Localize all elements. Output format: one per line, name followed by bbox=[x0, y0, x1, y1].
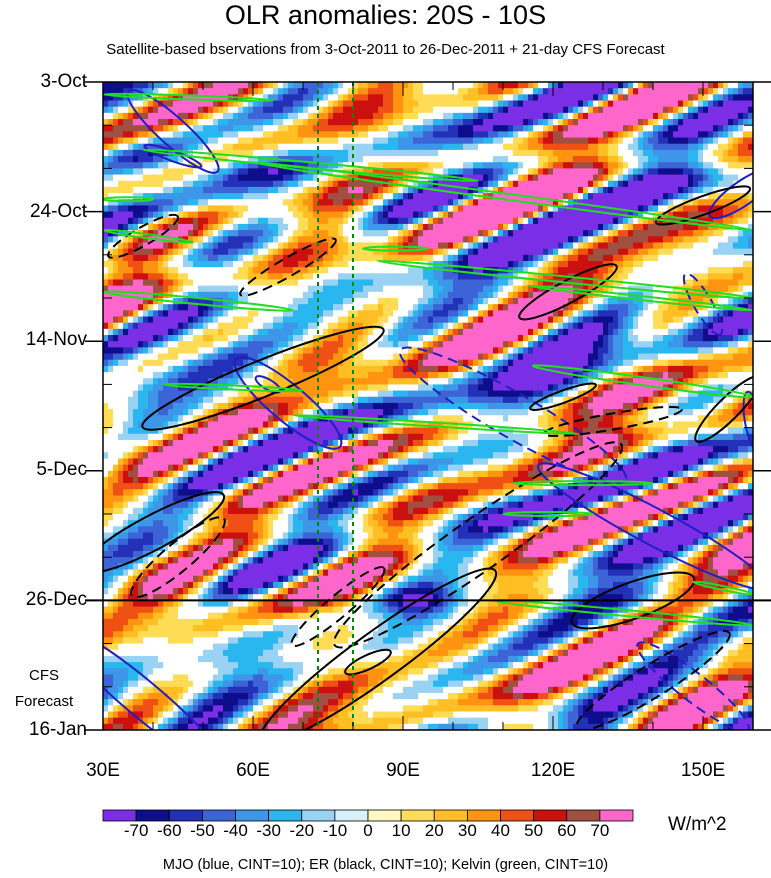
colorbar-swatch bbox=[334, 809, 369, 822]
colorbar-tick-label: 0 bbox=[363, 821, 373, 840]
y-tick-label: 26-Dec bbox=[25, 589, 87, 610]
colorbar-swatch bbox=[466, 809, 501, 822]
cfs-label: CFS bbox=[29, 667, 59, 684]
colorbar-swatch bbox=[367, 809, 402, 822]
er-contour-dashed bbox=[107, 213, 179, 259]
colorbar-swatch bbox=[301, 809, 336, 822]
x-tick-label: 150E bbox=[680, 760, 726, 781]
mjo-contour bbox=[742, 390, 753, 453]
colorbar bbox=[102, 809, 634, 822]
colorbar-swatch bbox=[500, 809, 535, 822]
kelvin-contour bbox=[291, 414, 580, 435]
y-tick-label: 14-Nov bbox=[25, 329, 87, 350]
er-contour-dashed bbox=[239, 237, 337, 297]
kelvin-contour bbox=[376, 259, 753, 300]
colorbar-tick-label: -40 bbox=[223, 821, 248, 840]
colorbar-swatch bbox=[135, 809, 170, 822]
colorbar-tick-label: 50 bbox=[524, 821, 544, 840]
colorbar-swatch bbox=[201, 809, 236, 822]
er-contour-dashed bbox=[332, 441, 624, 649]
mjo-contour-dashed bbox=[682, 272, 724, 336]
colorbar-tick-label: 30 bbox=[457, 821, 477, 840]
chart-subtitle: Satellite-based bservations from 3-Oct-2… bbox=[106, 41, 665, 58]
er-contour bbox=[694, 375, 753, 443]
mjo-contour bbox=[536, 462, 753, 591]
er-contour bbox=[141, 325, 385, 431]
kelvin-contour bbox=[103, 92, 275, 103]
colorbar-swatch bbox=[168, 809, 203, 822]
colorbar-tick-label: -30 bbox=[256, 821, 281, 840]
colorbar-swatch bbox=[102, 809, 137, 822]
x-tick-label: 120E bbox=[530, 760, 576, 781]
y-tick-label: 16-Jan bbox=[28, 719, 87, 740]
colorbar-tick-label: -70 bbox=[123, 821, 149, 840]
kelvin-contour bbox=[526, 284, 753, 312]
er-contour bbox=[529, 382, 597, 411]
colorbar-tick-label: -20 bbox=[289, 821, 315, 840]
colorbar-tick-label: -50 bbox=[190, 821, 215, 840]
kelvin-contour bbox=[512, 480, 654, 487]
colorbar-swatch bbox=[268, 809, 303, 822]
y-tick-label: 5-Dec bbox=[36, 459, 87, 480]
mjo-contour bbox=[103, 626, 230, 730]
er-contour bbox=[654, 185, 752, 226]
colorbar-swatch bbox=[400, 809, 435, 822]
x-tick-label: 30E bbox=[86, 760, 120, 781]
colorbar-tick-label: -10 bbox=[322, 821, 348, 840]
kelvin-contour bbox=[251, 161, 753, 232]
footer-caption: MJO (blue, CINT=10); ER (black, CINT=10)… bbox=[162, 857, 609, 873]
colorbar-tick-label: 70 bbox=[590, 821, 610, 840]
colorbar-swatch bbox=[433, 809, 468, 822]
colorbar-swatch bbox=[599, 809, 634, 822]
mjo-contour bbox=[126, 88, 220, 174]
y-tick-label: 3-Oct bbox=[40, 71, 87, 92]
chart-title: OLR anomalies: 20S - 10S bbox=[224, 0, 547, 30]
y-tick-label: 24-Oct bbox=[29, 201, 87, 222]
colorbar-tick-label: 60 bbox=[557, 821, 577, 840]
kelvin-contour bbox=[691, 580, 753, 596]
colorbar-tick-label: 20 bbox=[424, 821, 444, 840]
kelvin-contour bbox=[161, 382, 305, 393]
mjo-contour-dashed bbox=[398, 346, 628, 484]
x-tick-label: 60E bbox=[236, 760, 270, 781]
plot-axes bbox=[85, 81, 771, 731]
wave-contours bbox=[103, 82, 753, 730]
colorbar-tick-label: -60 bbox=[156, 821, 182, 840]
colorbar-tick-label: 40 bbox=[491, 821, 510, 840]
colorbar-swatch bbox=[533, 809, 568, 822]
er-contour bbox=[258, 567, 498, 730]
colorbar-swatch bbox=[235, 809, 270, 822]
er-contour-dashed bbox=[290, 566, 386, 648]
colorbar-swatch bbox=[566, 809, 601, 822]
er-contour bbox=[103, 491, 226, 574]
kelvin-contour bbox=[362, 245, 429, 252]
colorbar-tick-label: 10 bbox=[391, 821, 411, 840]
units-label: W/m^2 bbox=[668, 814, 727, 835]
kelvin-contour bbox=[103, 196, 154, 203]
er-contour-dashed bbox=[543, 405, 683, 437]
kelvin-contour bbox=[502, 511, 594, 517]
er-contour-dashed bbox=[130, 516, 226, 599]
kelvin-contour bbox=[531, 364, 753, 399]
x-tick-label: 90E bbox=[386, 760, 420, 781]
er-contour-dashed bbox=[575, 630, 731, 730]
forecast-label: Forecast bbox=[14, 693, 74, 710]
er-contour bbox=[344, 648, 392, 676]
mjo-contour bbox=[708, 167, 753, 220]
